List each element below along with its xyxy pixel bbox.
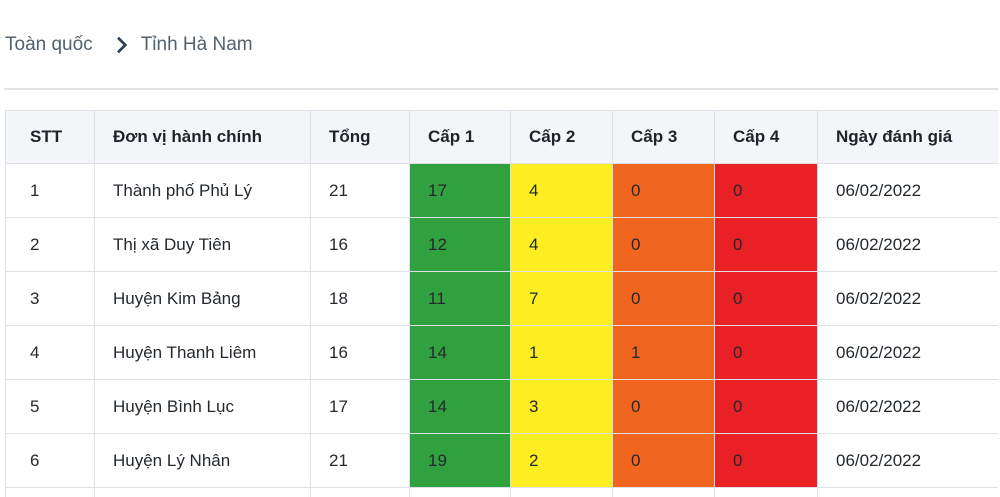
cell-stt: 5 bbox=[5, 379, 95, 434]
cell-total: 16 bbox=[310, 217, 410, 272]
cell-empty bbox=[714, 487, 818, 497]
column-header-cap2: Cấp 2 bbox=[510, 110, 613, 164]
cell-cap1: 12 bbox=[409, 217, 511, 272]
cell-cap1: 19 bbox=[409, 433, 511, 488]
column-header-date: Ngày đánh giá bbox=[817, 110, 998, 164]
cell-cap3: 0 bbox=[612, 271, 715, 326]
cell-unit: Thị xã Duy Tiên bbox=[94, 217, 311, 272]
cell-total: 21 bbox=[310, 433, 410, 488]
cell-stt: 3 bbox=[5, 271, 95, 326]
cell-cap3: 1 bbox=[612, 325, 715, 380]
column-header-cap1: Cấp 1 bbox=[409, 110, 511, 164]
cell-cap4: 0 bbox=[714, 433, 818, 488]
divider bbox=[4, 88, 998, 90]
cell-cap4: 0 bbox=[714, 217, 818, 272]
table-row-partial bbox=[5, 487, 998, 497]
cell-stt: 6 bbox=[5, 433, 95, 488]
cell-date: 06/02/2022 bbox=[817, 379, 998, 434]
cell-cap4: 0 bbox=[714, 325, 818, 380]
table-row[interactable]: 3 Huyện Kim Bảng 18 11 7 0 0 06/02/2022 bbox=[5, 271, 998, 326]
table-row[interactable]: 5 Huyện Bình Lục 17 14 3 0 0 06/02/2022 bbox=[5, 379, 998, 434]
cell-cap3: 0 bbox=[612, 217, 715, 272]
cell-stt: 4 bbox=[5, 325, 95, 380]
column-header-stt: STT bbox=[5, 110, 95, 164]
cell-empty bbox=[310, 487, 410, 497]
table-row[interactable]: 1 Thành phố Phủ Lý 21 17 4 0 0 06/02/2022 bbox=[5, 163, 998, 218]
cell-cap3: 0 bbox=[612, 379, 715, 434]
cell-cap2: 7 bbox=[510, 271, 613, 326]
cell-stt: 1 bbox=[5, 163, 95, 218]
cell-total: 16 bbox=[310, 325, 410, 380]
cell-date: 06/02/2022 bbox=[817, 271, 998, 326]
cell-cap1: 14 bbox=[409, 379, 511, 434]
cell-cap1: 17 bbox=[409, 163, 511, 218]
cell-cap4: 0 bbox=[714, 163, 818, 218]
cell-unit: Huyện Lý Nhân bbox=[94, 433, 311, 488]
cell-cap1: 14 bbox=[409, 325, 511, 380]
cell-empty bbox=[94, 487, 311, 497]
cell-total: 18 bbox=[310, 271, 410, 326]
cell-cap2: 4 bbox=[510, 163, 613, 218]
cell-empty bbox=[5, 487, 95, 497]
cell-cap3: 0 bbox=[612, 433, 715, 488]
cell-cap3: 0 bbox=[612, 163, 715, 218]
cell-cap2: 3 bbox=[510, 379, 613, 434]
table-row[interactable]: 6 Huyện Lý Nhân 21 19 2 0 0 06/02/2022 bbox=[5, 433, 998, 488]
cell-date: 06/02/2022 bbox=[817, 325, 998, 380]
cell-stt: 2 bbox=[5, 217, 95, 272]
cell-total: 21 bbox=[310, 163, 410, 218]
cell-unit: Huyện Kim Bảng bbox=[94, 271, 311, 326]
table-row[interactable]: 4 Huyện Thanh Liêm 16 14 1 1 0 06/02/2022 bbox=[5, 325, 998, 380]
column-header-cap3: Cấp 3 bbox=[612, 110, 715, 164]
cell-cap4: 0 bbox=[714, 379, 818, 434]
breadcrumb: Toàn quốc Tỉnh Hà Nam bbox=[5, 34, 253, 56]
cell-cap1: 11 bbox=[409, 271, 511, 326]
cell-date: 06/02/2022 bbox=[817, 217, 998, 272]
column-header-unit: Đơn vị hành chính bbox=[94, 110, 311, 164]
cell-unit: Huyện Bình Lục bbox=[94, 379, 311, 434]
cell-date: 06/02/2022 bbox=[817, 433, 998, 488]
column-header-total: Tổng bbox=[310, 110, 410, 164]
cell-cap4: 0 bbox=[714, 271, 818, 326]
column-header-cap4: Cấp 4 bbox=[714, 110, 818, 164]
breadcrumb-item-tinh-ha-nam: Tỉnh Hà Nam bbox=[140, 34, 253, 55]
cell-cap2: 4 bbox=[510, 217, 613, 272]
chevron-right-icon bbox=[110, 36, 128, 54]
cell-empty bbox=[409, 487, 511, 497]
cell-empty bbox=[817, 487, 998, 497]
cell-unit: Huyện Thanh Liêm bbox=[94, 325, 311, 380]
cell-empty bbox=[510, 487, 613, 497]
table-row[interactable]: 2 Thị xã Duy Tiên 16 12 4 0 0 06/02/2022 bbox=[5, 217, 998, 272]
cell-cap2: 2 bbox=[510, 433, 613, 488]
cell-date: 06/02/2022 bbox=[817, 163, 998, 218]
cell-unit: Thành phố Phủ Lý bbox=[94, 163, 311, 218]
cell-cap2: 1 bbox=[510, 325, 613, 380]
breadcrumb-item-toan-quoc[interactable]: Toàn quốc bbox=[5, 34, 93, 55]
cell-total: 17 bbox=[310, 379, 410, 434]
cell-empty bbox=[612, 487, 715, 497]
